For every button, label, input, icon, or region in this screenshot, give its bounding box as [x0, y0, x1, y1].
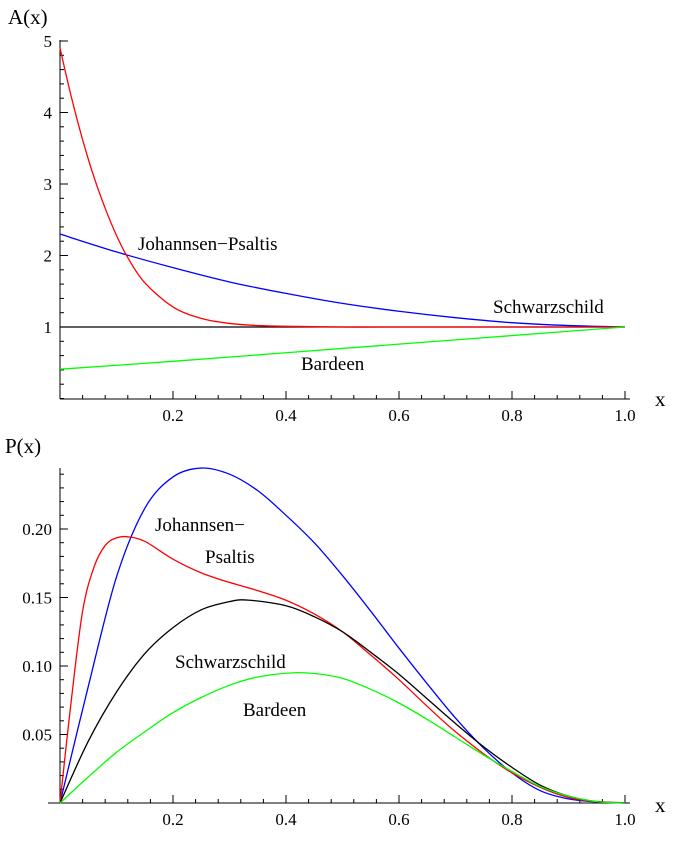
series-label-bardeen: Bardeen [301, 354, 365, 375]
x-tick-label: 0.2 [162, 406, 183, 425]
axes [48, 468, 630, 804]
y-tick-label: 5 [44, 32, 53, 51]
y-tick-label: 0.10 [22, 657, 52, 676]
series-line-schwarzschild [59, 599, 626, 804]
series-group [59, 467, 626, 804]
y-tick-label: 0.05 [22, 726, 52, 745]
series-label-johannsen-line2: Psaltis [205, 547, 255, 568]
series-line-red [59, 48, 625, 328]
series-line-red [59, 535, 626, 804]
x-axis-title: x [655, 793, 666, 817]
axes [59, 40, 630, 400]
series-group [59, 48, 626, 370]
series-label-schwarzschild: Schwarzschild [493, 297, 604, 318]
x-tick-label: 1.0 [614, 406, 635, 425]
x-tick-label: 0.4 [275, 406, 297, 425]
series-label-bardeen: Bardeen [243, 700, 307, 721]
chart-panel-a: 0.2 0.4 0.6 0.8 1.0 1 2 3 4 5 A(x) x Johannsen−Ps… [8, 5, 666, 425]
y-axis-title: A(x) [8, 5, 48, 29]
x-tick-label: 0.6 [388, 810, 409, 829]
series-label-schwarzschild: Schwarzschild [175, 652, 286, 673]
x-axis-title: x [655, 387, 666, 411]
ticks: 0.2 0.4 0.6 0.8 1.0 0.05 0.10 0.15 0.20 [22, 473, 636, 829]
x-tick-label: 0.4 [275, 810, 297, 829]
y-tick-label: 0.20 [22, 520, 52, 539]
y-tick-label: 1 [44, 318, 53, 337]
y-tick-label: 4 [44, 104, 53, 123]
x-tick-label: 0.8 [501, 810, 522, 829]
series-line-johannsen [59, 233, 626, 328]
x-tick-label: 1.0 [614, 810, 635, 829]
series-line-bardeen [59, 326, 626, 370]
ticks: 0.2 0.4 0.6 0.8 1.0 1 2 3 4 5 [44, 32, 636, 425]
y-tick-label: 2 [44, 247, 53, 266]
series-label-johannsen-line1: Johannsen− [155, 515, 245, 536]
series-line-johannsen [59, 467, 626, 804]
series-line-bardeen [59, 671, 626, 804]
y-axis-title: P(x) [5, 434, 41, 458]
y-tick-label: 3 [44, 175, 53, 194]
x-tick-label: 0.8 [501, 406, 522, 425]
chart-panel-p: 0.2 0.4 0.6 0.8 1.0 0.05 0.10 0.15 0.20 P(x) x J… [5, 434, 666, 829]
series-label-johannsen: Johannsen−Psaltis [138, 234, 278, 255]
x-tick-label: 0.2 [162, 810, 183, 829]
y-tick-label: 0.15 [22, 589, 52, 608]
x-tick-label: 0.6 [388, 406, 409, 425]
